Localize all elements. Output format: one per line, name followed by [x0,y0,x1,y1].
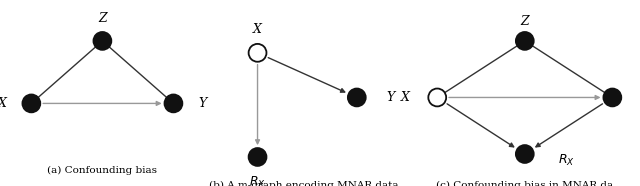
Ellipse shape [248,148,266,166]
Text: Z: Z [520,15,529,28]
Text: (a) Confounding bias: (a) Confounding bias [47,166,157,175]
Ellipse shape [604,89,621,106]
Text: Z: Z [98,12,107,25]
Text: (b) A m-graph encoding MNAR data: (b) A m-graph encoding MNAR data [209,181,399,186]
Text: X: X [401,91,410,104]
Ellipse shape [348,89,365,106]
Ellipse shape [516,32,534,50]
Text: $R_X$: $R_X$ [558,152,575,168]
Ellipse shape [428,89,446,106]
Text: $R_X$: $R_X$ [249,175,266,186]
Text: (c) Confounding bias in MNAR da: (c) Confounding bias in MNAR da [436,181,613,186]
Ellipse shape [164,94,182,112]
Text: Y: Y [387,91,395,104]
Text: Y: Y [198,97,206,110]
Text: X: X [0,97,7,110]
Ellipse shape [22,94,40,112]
Text: X: X [253,23,262,36]
Ellipse shape [248,44,266,62]
Ellipse shape [516,145,534,163]
Ellipse shape [93,32,111,50]
